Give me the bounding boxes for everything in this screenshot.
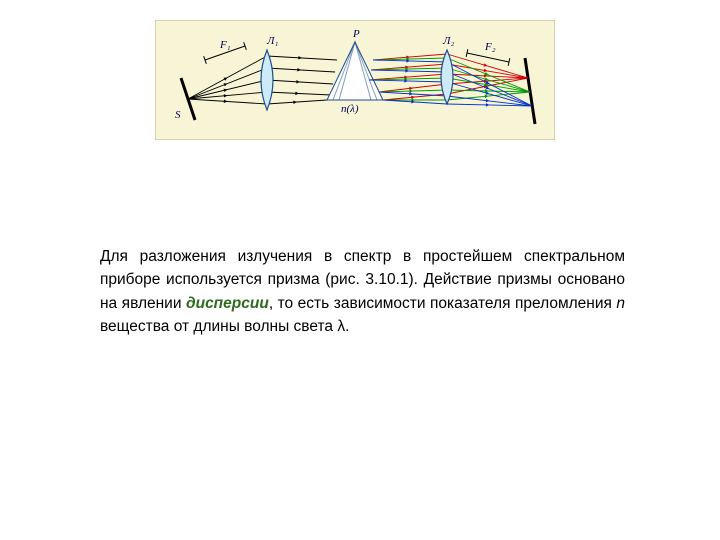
svg-text:P: P — [352, 28, 360, 40]
caption-n-var: n — [616, 295, 625, 312]
caption-text: Для разложения излучения в спектр в прос… — [100, 245, 625, 338]
page: S F₁ Л₁ Pn(λ) Л₂ F₂ Для разложения излучения … — [0, 0, 720, 540]
caption-dispersion-term: дисперсии — [186, 295, 269, 312]
caption-part-3: вещества от длины волны света λ. — [100, 318, 349, 335]
svg-text:Л₂: Л₂ — [442, 35, 454, 47]
caption-part-2: , то есть зависимости показателя преломл… — [269, 295, 617, 312]
svg-text:F₁: F₁ — [219, 39, 231, 51]
svg-text:n(λ): n(λ) — [341, 103, 359, 115]
prism-dispersion-figure: S F₁ Л₁ Pn(λ) Л₂ F₂ — [155, 20, 555, 140]
svg-text:S: S — [175, 109, 181, 121]
svg-text:Л₁: Л₁ — [266, 35, 278, 47]
svg-text:F₂: F₂ — [484, 41, 496, 53]
